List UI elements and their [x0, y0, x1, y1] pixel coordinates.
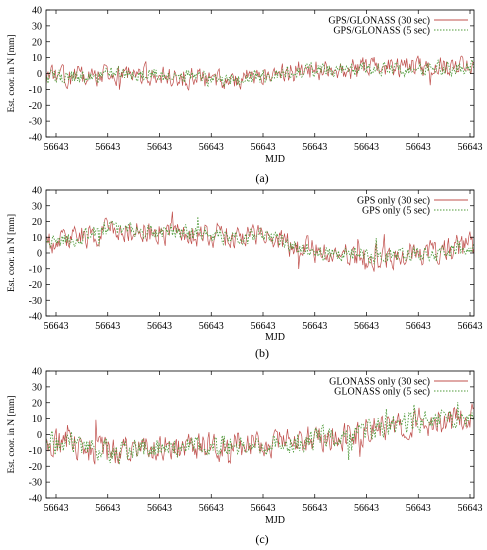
x-tick-label: 56643 [458, 142, 483, 153]
panel-caption: (c) [255, 532, 268, 546]
y-tick-label: 30 [32, 382, 42, 393]
y-tick-label: 40 [32, 186, 42, 197]
y-tick-label: -10 [29, 264, 42, 275]
x-tick-label: 56643 [44, 503, 69, 514]
x-tick-label: 56643 [458, 321, 483, 332]
x-tick-label: 56643 [406, 142, 431, 153]
plot-area [46, 55, 474, 91]
x-tick-label: 56643 [147, 142, 172, 153]
y-tick-label: -30 [29, 478, 42, 489]
x-tick-label: 56643 [302, 503, 327, 514]
x-tick-label: 56643 [199, 321, 224, 332]
plot-area [46, 211, 474, 272]
y-tick-label: 40 [32, 6, 42, 17]
x-tick-label: 56643 [251, 503, 276, 514]
y-tick-label: 0 [37, 69, 42, 80]
y-tick-label: 10 [32, 53, 42, 64]
x-tick-label: 56643 [199, 142, 224, 153]
y-tick-label: 0 [37, 430, 42, 441]
y-tick-label: 0 [37, 249, 42, 260]
y-tick-label: 20 [32, 217, 42, 228]
y-tick-label: -10 [29, 446, 42, 457]
x-axis-label: MJD [265, 332, 285, 343]
x-tick-label: 56643 [95, 503, 120, 514]
panel-caption: (b) [255, 346, 269, 360]
x-tick-label: 56643 [44, 321, 69, 332]
legend-entry-2: GLONASS only (5 sec) [334, 387, 430, 398]
x-tick-label: 56643 [354, 503, 379, 514]
x-axis-label: MJD [265, 515, 285, 526]
y-tick-label: -20 [29, 280, 42, 291]
x-tick-label: 56643 [458, 503, 483, 514]
y-tick-label: 30 [32, 201, 42, 212]
x-tick-label: 56643 [251, 142, 276, 153]
chart-panel-1: -40 -30 -20 -10 0 10 20 30 40 56643 56643 56643 5664… [7, 6, 483, 186]
series-line-2 [46, 58, 474, 89]
y-tick-label: -20 [29, 462, 42, 473]
x-axis-label: MJD [265, 154, 285, 165]
x-tick-label: 56643 [354, 321, 379, 332]
panel-caption: (a) [255, 171, 268, 185]
series-line-1 [46, 55, 474, 91]
chart-panel-3: -40 -30 -20 -10 0 10 20 30 40 56643 56643 56643 5664… [7, 367, 483, 547]
legend-entry-1: GPS/GLONASS (30 sec) [328, 16, 430, 27]
y-tick-label: -20 [29, 101, 42, 112]
plot-area [46, 402, 474, 465]
x-tick-label: 56643 [199, 503, 224, 514]
y-tick-label: 10 [32, 233, 42, 244]
x-tick-label: 56643 [44, 142, 69, 153]
y-tick-label: -40 [29, 494, 42, 505]
x-tick-label: 56643 [95, 321, 120, 332]
y-tick-label: -10 [29, 85, 42, 96]
series-line-1 [46, 403, 474, 465]
series-line-1 [46, 211, 474, 272]
y-tick-label: 20 [32, 398, 42, 409]
legend-entry-2: GPS/GLONASS (5 sec) [333, 26, 430, 37]
x-tick-label: 56643 [302, 142, 327, 153]
y-tick-label: -30 [29, 296, 42, 307]
y-tick-label: 40 [32, 367, 42, 378]
x-tick-label: 56643 [95, 142, 120, 153]
legend-entry-2: GPS only (5 sec) [362, 206, 430, 217]
y-axis-label: Est. coor. in N [mm] [7, 214, 17, 292]
y-tick-label: -30 [29, 117, 42, 128]
y-axis-label: Est. coor. in N [mm] [7, 34, 17, 112]
y-axis-label: Est. coor. in N [mm] [7, 395, 17, 473]
x-tick-label: 56643 [251, 321, 276, 332]
y-tick-label: 20 [32, 37, 42, 48]
x-tick-label: 56643 [406, 503, 431, 514]
y-tick-label: -40 [29, 312, 42, 323]
series-line-2 [46, 216, 474, 266]
chart-panel-2: -40 -30 -20 -10 0 10 20 30 40 56643 56643 56643 5664… [7, 186, 483, 361]
y-tick-label: 30 [32, 21, 42, 32]
x-tick-label: 56643 [354, 142, 379, 153]
series-line-2 [46, 402, 474, 465]
legend-entry-1: GPS only (30 sec) [357, 196, 430, 207]
y-tick-label: -40 [29, 133, 42, 144]
x-tick-label: 56643 [147, 321, 172, 332]
y-tick-label: 10 [32, 414, 42, 425]
legend-entry-1: GLONASS only (30 sec) [329, 377, 430, 388]
x-tick-label: 56643 [406, 321, 431, 332]
x-tick-label: 56643 [147, 503, 172, 514]
x-tick-label: 56643 [302, 321, 327, 332]
